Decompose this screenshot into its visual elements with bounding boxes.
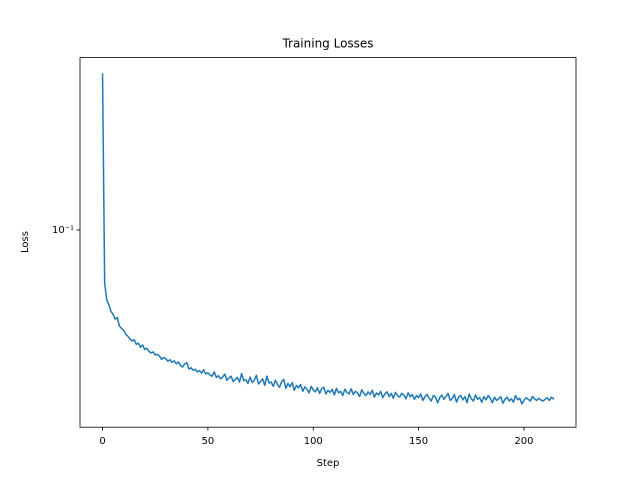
y-tick-label: 10⁻¹ bbox=[52, 225, 74, 236]
plot-frame bbox=[79, 57, 577, 428]
loss-line bbox=[101, 73, 555, 405]
x-tick-label: 50 bbox=[202, 436, 215, 447]
x-tick-label: 100 bbox=[304, 436, 323, 447]
chart-title: Training Losses bbox=[281, 37, 373, 51]
x-tick-label: 0 bbox=[99, 436, 105, 447]
x-tick-label: 200 bbox=[514, 436, 533, 447]
y-axis-label: Loss bbox=[20, 231, 31, 253]
x-tick-label: 150 bbox=[409, 436, 428, 447]
x-axis-label: Step bbox=[317, 458, 340, 469]
